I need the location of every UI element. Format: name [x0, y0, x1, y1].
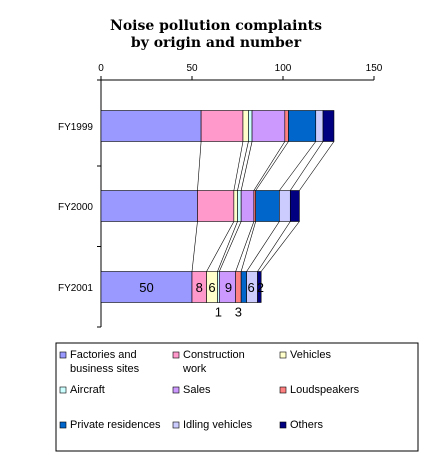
bar-segment — [288, 110, 317, 142]
series-connector-line — [253, 141, 286, 191]
series-connector-line — [290, 141, 324, 191]
series-connector-line — [279, 141, 317, 191]
legend-label: Idling vehicles — [183, 419, 253, 431]
legend-label: Factories and — [70, 349, 137, 361]
data-label: 1 — [215, 305, 222, 320]
legend-swatch — [172, 421, 180, 429]
bar-segment — [257, 271, 262, 303]
bar-segment — [251, 110, 286, 142]
bar-segment — [284, 110, 289, 142]
data-label: 2 — [257, 280, 264, 295]
legend-swatch — [172, 351, 180, 359]
data-label: 3 — [235, 305, 242, 320]
bar-segment — [237, 190, 242, 222]
bar-segment — [248, 110, 253, 142]
bar-segment — [289, 190, 300, 222]
legend-box — [55, 342, 419, 452]
bar-segment — [240, 190, 255, 222]
category-label: FY2001 — [58, 283, 93, 294]
series-connector-line — [240, 221, 256, 272]
series-connector-line — [217, 221, 238, 272]
series-connector-line — [233, 141, 244, 191]
legend-swatch — [172, 386, 180, 394]
legend-label: Private residences — [70, 419, 161, 431]
bar-segment — [240, 271, 247, 303]
legend-swatch — [59, 351, 67, 359]
series-connector-line — [191, 221, 198, 272]
bar-segment — [100, 190, 198, 222]
bar-segment — [197, 190, 235, 222]
x-tick-label: 50 — [186, 63, 198, 74]
bar-segment — [279, 190, 291, 222]
legend-label: Construction — [183, 349, 245, 361]
series-connector-line — [255, 141, 289, 191]
series-connector-line — [260, 221, 300, 272]
bar-segment — [315, 110, 324, 142]
legend-label: business sites — [70, 363, 140, 375]
legend-swatch — [279, 351, 287, 359]
legend-label: Vehicles — [290, 349, 331, 361]
legend-label: work — [182, 363, 207, 375]
x-tick-label: 0 — [98, 63, 104, 74]
series-connector-line — [237, 141, 249, 191]
legend-swatch — [279, 421, 287, 429]
bar-segment — [200, 110, 244, 142]
legend-label: Others — [290, 419, 324, 431]
legend-swatch — [59, 386, 67, 394]
legend-swatch — [279, 386, 287, 394]
series-connector-line — [257, 221, 291, 272]
bar-segment — [100, 110, 202, 142]
series-connector-line — [240, 141, 253, 191]
bar-segment — [255, 190, 280, 222]
series-connector-line — [246, 221, 280, 272]
data-label: 6 — [247, 280, 254, 295]
category-label: FY1999 — [58, 122, 93, 133]
data-label: 6 — [208, 280, 215, 295]
bar-segment — [100, 271, 193, 303]
data-label: 9 — [225, 280, 232, 295]
chart-title-line-1: Noise pollution complaints — [110, 18, 322, 34]
data-label: 8 — [196, 280, 203, 295]
x-tick-label: 150 — [366, 63, 383, 74]
series-connector-line — [197, 141, 202, 191]
series-connector-line — [299, 141, 335, 191]
x-tick-label: 100 — [275, 63, 292, 74]
data-label: 50 — [139, 280, 153, 295]
legend-label: Aircraft — [70, 384, 105, 396]
bar-segment — [242, 110, 249, 142]
series-connector-line — [219, 221, 242, 272]
legend-swatch — [59, 421, 67, 429]
series-connector-line — [206, 221, 235, 272]
bar-segment — [322, 110, 335, 142]
series-connector-line — [235, 221, 255, 272]
chart-title-line-2: by origin and number — [131, 35, 302, 51]
legend-label: Sales — [183, 384, 211, 396]
bar-segment — [233, 190, 238, 222]
bar-segment — [235, 271, 242, 303]
legend-label: Loudspeakers — [290, 384, 360, 396]
category-label: FY2000 — [58, 202, 93, 213]
